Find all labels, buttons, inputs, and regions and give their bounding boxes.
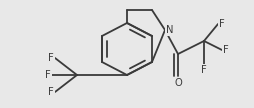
Text: F: F xyxy=(201,65,207,75)
Text: F: F xyxy=(45,70,51,80)
Text: F: F xyxy=(48,87,54,97)
Text: F: F xyxy=(223,45,229,55)
Text: F: F xyxy=(219,19,225,29)
Text: F: F xyxy=(48,53,54,63)
Text: O: O xyxy=(174,78,182,88)
Text: N: N xyxy=(166,25,173,35)
